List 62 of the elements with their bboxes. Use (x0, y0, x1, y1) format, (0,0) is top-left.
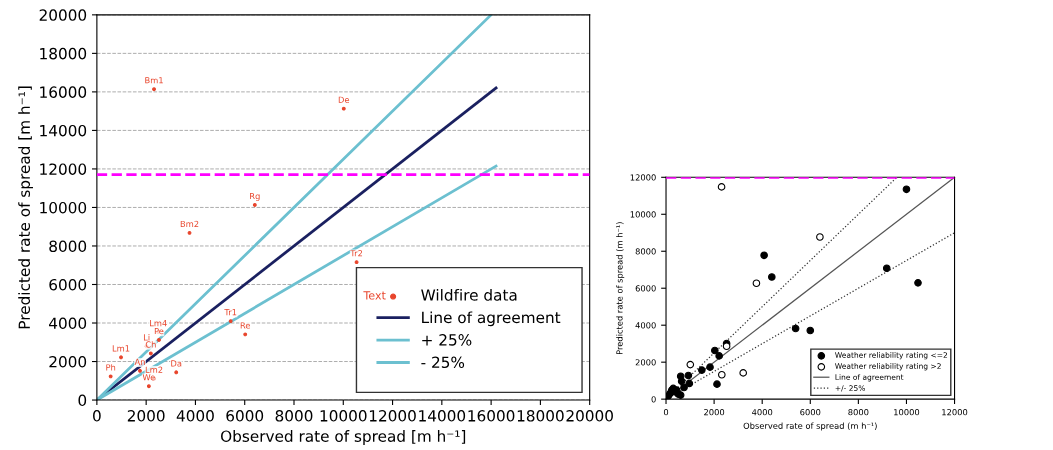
data-label: An (134, 358, 145, 365)
y-tick-label: 4000 (635, 322, 656, 329)
data-label: Da (171, 360, 182, 367)
data-label: Tr2 (350, 250, 363, 257)
data-label: Ch (145, 341, 156, 348)
x-tick-label: 20000 (566, 410, 613, 422)
y-axis-title: Predicted rate of spread (m h⁻¹) (616, 222, 625, 355)
data-label: Pe (154, 327, 164, 335)
data-label: Li (143, 334, 150, 341)
data-label: Rg (250, 192, 260, 201)
y-tick-label: 2000 (635, 359, 656, 366)
x-tick-label: 8000 (275, 410, 313, 422)
y-tick-label: 12000 (630, 174, 656, 181)
data-label: Bm1 (145, 77, 163, 84)
y-tick-label: 20000 (39, 9, 87, 21)
x-tick-label: 4000 (752, 409, 773, 416)
legend-label: Line of agreement (422, 311, 561, 327)
y-tick-label: 6000 (49, 278, 87, 291)
x-tick-label: 8000 (848, 409, 869, 416)
y-tick-label: 6000 (635, 285, 656, 292)
x-tick-label: 10000 (894, 409, 920, 416)
y-tick-label: 0 (651, 396, 656, 403)
x-tick-label: 6000 (226, 410, 264, 422)
y-tick-label: 14000 (40, 124, 87, 137)
x-tick-label: 12000 (369, 410, 416, 422)
data-label: Re (240, 322, 251, 329)
data-label: Tr1 (224, 309, 237, 316)
y-tick-label: 8000 (635, 248, 656, 255)
data-label: We (142, 374, 155, 381)
data-label: Bm2 (180, 220, 199, 227)
y-axis-title: Predicted rate of spread [m h⁻¹] (18, 86, 33, 329)
y-tick-label: 16000 (40, 86, 87, 98)
legend-label: + 25% (422, 334, 472, 346)
data-label: Ph (106, 364, 116, 371)
x-tick-label: 18000 (517, 410, 564, 422)
x-tick-label: 16000 (468, 410, 515, 422)
x-tick-label: 14000 (419, 410, 466, 422)
data-label: De (338, 96, 350, 103)
legend-label: - 25% (421, 356, 465, 369)
y-tick-label: 10000 (630, 211, 656, 218)
x-tick-label: 6000 (800, 409, 821, 416)
data-label: Lm1 (112, 345, 130, 352)
y-tick-label: 0 (78, 394, 87, 407)
x-tick-label: 2000 (127, 410, 165, 422)
x-tick-label: 4000 (176, 410, 214, 422)
x-tick-label: 12000 (942, 409, 968, 416)
y-tick-label: 4000 (49, 317, 87, 330)
y-tick-label: 12000 (40, 163, 87, 175)
x-axis-title: Observed rate of spread [m h⁻¹] (221, 430, 466, 445)
legend-label: Wildfire data (421, 288, 517, 301)
y-tick-label: 8000 (49, 240, 87, 252)
data-label: Lm4 (150, 320, 167, 327)
data-label: Lm2 (145, 366, 163, 373)
y-tick-label: 18000 (40, 47, 87, 60)
x-tick-label: 10000 (320, 410, 367, 422)
x-axis-title: Observed rate of spread (m h⁻¹) (743, 422, 877, 431)
annotation: Text (363, 291, 386, 300)
x-tick-label: 0 (93, 410, 101, 422)
x-tick-label: 0 (663, 409, 669, 416)
y-tick-label: 2000 (49, 356, 87, 368)
y-tick-label: 10000 (40, 201, 87, 214)
x-tick-label: 2000 (704, 409, 725, 416)
